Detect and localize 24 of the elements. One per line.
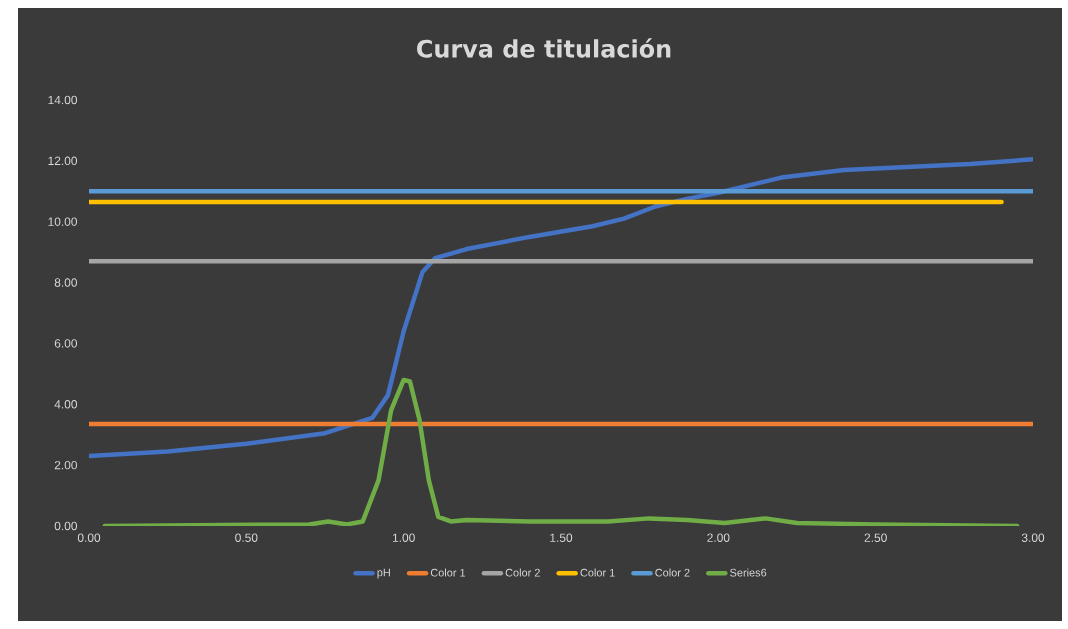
y-tick-label: 10.00 <box>48 217 78 226</box>
legend-label: pH <box>377 568 390 579</box>
legend-label: Color 2 <box>505 568 540 577</box>
legend-label: Color 1 <box>430 568 466 577</box>
x-tick-label: 1.50 <box>550 533 573 542</box>
chart-title: Curva de titulación <box>417 38 671 58</box>
x-tick-label: 0.00 <box>77 533 101 542</box>
x-tick-label: 0.50 <box>235 533 258 542</box>
y-tick-label: 2.00 <box>54 460 78 470</box>
x-tick-label: 2.50 <box>864 533 887 542</box>
y-tick-label: 0.00 <box>54 521 78 531</box>
line-series <box>89 157 1034 459</box>
legend-label: Color 1 <box>580 568 615 577</box>
legend-label: Series6 <box>730 568 767 577</box>
y-tick-label: 4.00 <box>54 400 78 409</box>
y-tick-label: 6.00 <box>54 339 78 348</box>
legend-label: Color 2 <box>655 568 690 577</box>
line-series <box>102 377 1020 526</box>
x-tick-label: 3.00 <box>1021 533 1045 542</box>
y-tick-label: 12.00 <box>48 156 78 166</box>
x-tick-label: 1.00 <box>392 533 415 542</box>
y-tick-label: 14.00 <box>48 95 78 105</box>
y-tick-label: 8.00 <box>54 278 78 287</box>
x-tick-label: 2.00 <box>707 533 730 542</box>
